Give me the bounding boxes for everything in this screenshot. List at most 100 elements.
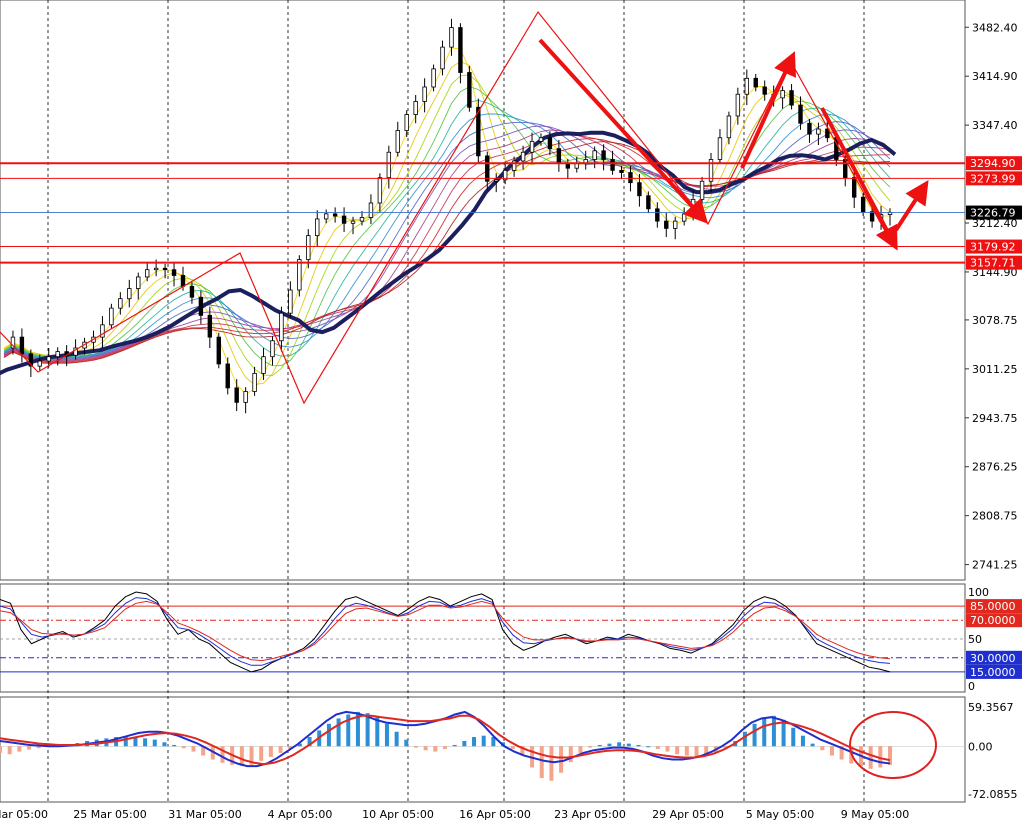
candle-body [171, 269, 177, 276]
candle-body [118, 298, 123, 309]
macd-bar-46 [443, 746, 447, 749]
candle-32 [288, 281, 293, 318]
macd-tick-label-2: -72.0855 [968, 788, 1017, 801]
candle-body [860, 196, 866, 213]
candle-body [395, 130, 400, 153]
candle-4 [37, 354, 42, 371]
current-price-box [966, 205, 1022, 220]
macd-bar-58 [559, 746, 564, 773]
candle-body [359, 217, 365, 222]
candle-body [323, 213, 329, 220]
macd-plot [0, 710, 965, 781]
candle-body [502, 169, 508, 181]
macd-bar-31 [297, 743, 302, 747]
candle-66 [592, 146, 597, 169]
macd-panel-frame [0, 696, 966, 803]
osc-level-label-0: 85.0000 [970, 600, 1016, 613]
macd-bar-18 [172, 744, 177, 747]
macd-bar-92 [888, 746, 892, 765]
macd-bar-13 [123, 736, 128, 747]
candle-80 [717, 129, 723, 164]
level-box-0 [966, 156, 1022, 171]
x-tick-label-4: 10 Apr 05:00 [362, 808, 434, 821]
macd-bar-45 [433, 746, 438, 752]
candle-body [825, 128, 830, 139]
macd-bar-60 [578, 746, 583, 753]
level-box-1 [966, 171, 1022, 186]
candle-body [529, 140, 535, 153]
ribbon-ma-0 [3, 47, 891, 395]
macd-bar-2 [17, 746, 22, 752]
candle-body [332, 213, 338, 217]
level-label-1: 3273.99 [970, 172, 1016, 185]
macd-bar-4 [36, 746, 41, 749]
candle-84 [753, 73, 758, 92]
macd-bar-83 [800, 735, 805, 747]
macd-bar-56 [539, 746, 544, 779]
macd-bar-0 [0, 746, 2, 753]
trend-arrow-2 [820, 107, 898, 251]
annotations [0, 10, 937, 779]
candle-body [431, 68, 436, 88]
macd-bar-44 [423, 746, 428, 751]
candle-92 [825, 120, 830, 143]
macd-series-1 [0, 714, 891, 766]
candle-56 [502, 161, 508, 185]
macd-bar-19 [181, 746, 186, 749]
candle-body [252, 372, 257, 392]
candle-46 [413, 94, 418, 124]
candle-body [789, 90, 794, 106]
macd-bar-39 [375, 717, 380, 747]
x-tick-label-7: 29 Apr 05:00 [652, 808, 724, 821]
candle-24 [216, 332, 221, 369]
candle-body [619, 169, 624, 173]
macd-bar-84 [810, 743, 815, 747]
macd-bar-21 [201, 746, 206, 756]
candle-body [467, 72, 472, 108]
candle-body [726, 115, 732, 139]
candle-body [601, 150, 606, 160]
candle-58 [520, 145, 526, 170]
macd-bar-69 [665, 746, 670, 752]
macd-bar-66 [636, 744, 641, 747]
ribbon-ma-2 [3, 74, 891, 376]
candle-body [368, 202, 374, 218]
candle-body [180, 275, 186, 287]
macd-bar-51 [491, 737, 496, 747]
candle-body [717, 137, 723, 160]
candle-6 [55, 347, 60, 366]
macd-bar-53 [510, 746, 515, 749]
candle-89 [798, 96, 803, 130]
candle-47 [422, 78, 427, 113]
candle-body [780, 90, 785, 99]
candle-body [127, 288, 132, 300]
macd-bar-65 [626, 743, 631, 747]
osc-series-0 [0, 591, 891, 673]
candle-body [413, 101, 418, 115]
candle-body [592, 150, 597, 160]
candle-body [207, 314, 213, 338]
ribbon-ma-1 [3, 60, 891, 386]
trend-arrow-0 [538, 38, 709, 224]
candle-81 [726, 111, 732, 145]
candle-body [610, 159, 615, 171]
candle-body [270, 340, 275, 358]
candle-72 [646, 191, 651, 214]
candle-16 [144, 263, 150, 282]
candle-body [628, 172, 633, 184]
x-tick-label-2: 31 Mar 05:00 [168, 808, 241, 821]
x-tick-label-8: 5 May 05:00 [746, 808, 814, 821]
macd-bar-78 [752, 723, 757, 747]
y-tick-label-8: 2876.25 [972, 461, 1018, 474]
candle-body [55, 351, 60, 358]
candle-71 [637, 174, 642, 207]
price-panel-frame [0, 0, 966, 581]
macd-bar-29 [278, 746, 283, 753]
macd-bar-77 [742, 731, 747, 747]
macd-bar-30 [288, 746, 293, 749]
candle-body [816, 128, 821, 135]
candle-body [744, 77, 750, 95]
macd-bar-86 [829, 746, 834, 756]
panel-frames [0, 0, 966, 803]
candle-60 [538, 133, 544, 146]
